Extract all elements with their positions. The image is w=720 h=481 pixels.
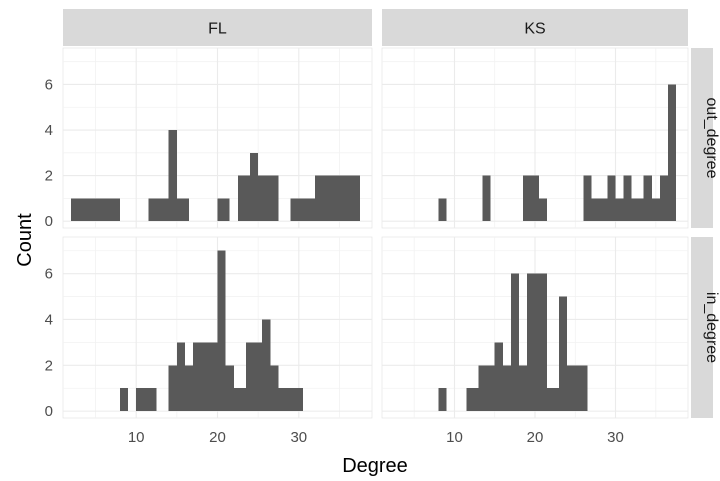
row-strip-label: out_degree: [703, 98, 720, 179]
histogram-bar: [607, 175, 616, 222]
histogram-bar: [217, 250, 226, 412]
y-tick-label: 0: [45, 403, 53, 420]
x-axis-title: Degree: [342, 455, 408, 477]
histogram-bar: [148, 198, 169, 222]
histogram-bar: [659, 175, 668, 222]
histogram-bar: [176, 342, 185, 412]
histogram-bar: [438, 388, 447, 412]
panel-ks-out-degree: [381, 47, 689, 229]
row-strip-in-degree: in_degree: [691, 237, 720, 418]
column-strip-label: FL: [208, 21, 227, 38]
y-axis-title: Count: [14, 213, 36, 267]
y-tick-label: 6: [45, 266, 53, 283]
column-strip-ks: KS: [382, 9, 688, 46]
y-tick-label: 6: [45, 76, 53, 93]
histogram-bar: [559, 296, 568, 412]
strip-background: [63, 9, 372, 46]
panel-ks-in-degree: [381, 236, 689, 419]
histogram-bar: [237, 175, 251, 222]
histogram-bar: [567, 365, 588, 412]
x-tick-label: 20: [527, 429, 544, 446]
histogram-bar: [510, 273, 519, 412]
x-tick-label: 10: [446, 429, 463, 446]
histogram-bar: [217, 198, 230, 222]
y-tick-label: 2: [45, 357, 53, 374]
histogram-bar: [278, 388, 303, 412]
histogram-bar: [250, 152, 259, 222]
histogram-bar: [547, 388, 560, 412]
histogram-bar: [176, 198, 190, 222]
histogram-bar: [539, 198, 548, 222]
histogram-bar: [245, 342, 263, 412]
histogram-bar: [643, 175, 652, 222]
histogram-bar: [478, 365, 495, 412]
x-tick-label: 10: [128, 429, 145, 446]
y-tick-label: 2: [45, 168, 53, 185]
x-tick-label: 30: [290, 429, 307, 446]
panel-fl-in-degree: [62, 236, 373, 419]
histogram-bar: [438, 198, 447, 222]
histogram-bar: [184, 365, 194, 412]
panels-layer: [62, 47, 689, 419]
histogram-bar: [518, 365, 527, 412]
axes-layer: 0 2 4 6 0 2 4 6 10 20 30 10 20 30: [45, 76, 624, 446]
histogram-bar: [258, 175, 279, 222]
histogram-bar: [136, 388, 157, 412]
row-strip-label: in_degree: [703, 292, 720, 363]
histogram-bar: [651, 198, 660, 222]
histogram-bar: [526, 273, 548, 412]
histogram-bar: [591, 198, 608, 222]
histogram-bar: [290, 198, 316, 222]
histogram-bar: [168, 130, 177, 222]
histogram-bar: [262, 319, 271, 412]
panel-fl-out-degree: [62, 47, 373, 229]
histogram-bar: [623, 175, 632, 222]
histogram-bar: [494, 342, 503, 412]
histogram-bar: [466, 388, 479, 412]
column-strip-fl: FL: [63, 9, 372, 46]
histogram-bar: [667, 84, 676, 222]
histogram-bar: [168, 365, 177, 412]
histogram-bar: [315, 175, 360, 222]
x-tick-label: 30: [607, 429, 624, 446]
y-tick-label: 4: [45, 311, 53, 328]
histogram-bar: [71, 198, 120, 222]
strips-layer: FL KS out_degree in_degree: [63, 9, 720, 418]
x-tick-label: 20: [209, 429, 226, 446]
strip-background: [691, 48, 713, 228]
column-strip-label: KS: [524, 21, 545, 38]
histogram-bar: [233, 388, 246, 412]
histogram-bar: [482, 175, 491, 222]
histogram-bar: [631, 198, 644, 222]
y-tick-label: 0: [45, 213, 53, 230]
histogram-bar: [225, 365, 234, 412]
histogram-bar: [615, 198, 624, 222]
strip-background: [382, 9, 688, 46]
row-strip-out-degree: out_degree: [691, 48, 720, 228]
histogram-bar: [522, 175, 540, 222]
strip-background: [691, 237, 713, 418]
histogram-bar: [583, 175, 592, 222]
y-tick-label: 4: [45, 122, 53, 139]
histogram-bar: [502, 365, 511, 412]
histogram-bar: [270, 365, 279, 412]
histogram-bar: [119, 388, 129, 412]
histogram-bar: [193, 342, 218, 412]
